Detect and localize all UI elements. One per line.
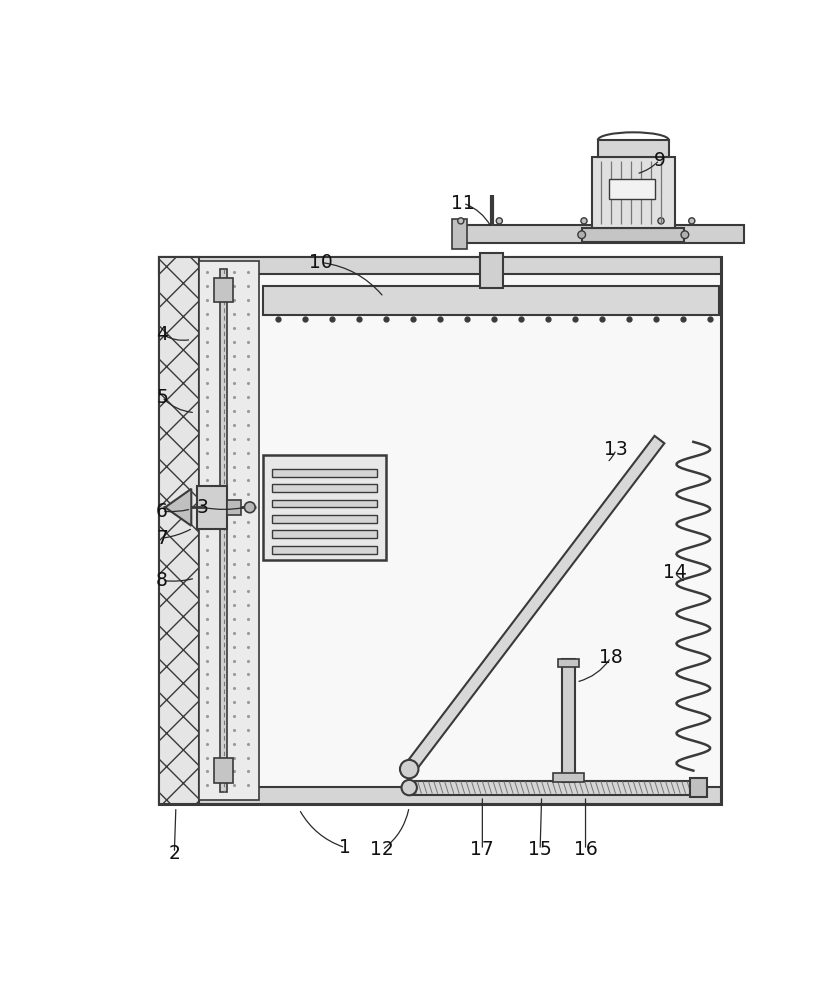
Bar	[159, 787, 721, 804]
Text: 11: 11	[451, 194, 475, 213]
Polygon shape	[166, 489, 191, 526]
Bar	[159, 257, 199, 804]
Text: 18: 18	[599, 648, 623, 667]
Text: 7: 7	[156, 529, 168, 548]
Bar	[220, 269, 227, 792]
Circle shape	[400, 760, 419, 778]
Bar	[405, 436, 665, 773]
Bar	[273, 500, 377, 507]
Bar	[263, 286, 719, 315]
Text: 17: 17	[471, 840, 494, 859]
Text: 10: 10	[308, 253, 333, 272]
Circle shape	[401, 780, 417, 795]
Text: 1: 1	[339, 838, 351, 857]
Bar	[159, 257, 721, 804]
Circle shape	[497, 218, 502, 224]
Text: 8: 8	[156, 571, 168, 590]
Text: 16: 16	[573, 840, 598, 859]
Bar	[227, 500, 241, 515]
Circle shape	[658, 218, 664, 224]
Text: 2: 2	[168, 844, 181, 863]
Bar	[592, 157, 675, 228]
Bar	[480, 253, 503, 288]
Bar	[598, 140, 669, 157]
Circle shape	[578, 231, 585, 239]
Text: 5: 5	[156, 388, 168, 407]
Bar	[263, 455, 386, 560]
Circle shape	[581, 218, 587, 224]
Bar	[214, 758, 233, 783]
Bar	[199, 261, 259, 800]
Bar	[553, 773, 584, 782]
Bar	[409, 781, 691, 795]
Bar	[273, 530, 377, 538]
Bar	[197, 486, 227, 529]
Bar	[273, 484, 377, 492]
Text: 13: 13	[604, 440, 628, 459]
Text: 12: 12	[370, 840, 394, 859]
Circle shape	[689, 218, 695, 224]
Text: 6: 6	[156, 502, 168, 521]
Circle shape	[458, 218, 464, 224]
Bar	[273, 546, 377, 554]
Text: 15: 15	[528, 840, 552, 859]
Bar	[563, 659, 575, 782]
Bar	[583, 228, 684, 242]
Circle shape	[244, 502, 255, 513]
Bar	[451, 219, 467, 249]
Text: 9: 9	[654, 151, 665, 170]
Bar	[214, 278, 233, 302]
Bar	[159, 257, 721, 274]
Bar	[609, 179, 655, 199]
Text: 4: 4	[156, 325, 168, 344]
Bar	[273, 515, 377, 523]
Text: 3: 3	[197, 498, 209, 517]
Text: 14: 14	[663, 563, 687, 582]
Circle shape	[681, 231, 689, 239]
Bar	[558, 659, 579, 667]
Bar	[273, 469, 377, 477]
Bar	[453, 225, 744, 243]
Bar	[691, 778, 707, 797]
